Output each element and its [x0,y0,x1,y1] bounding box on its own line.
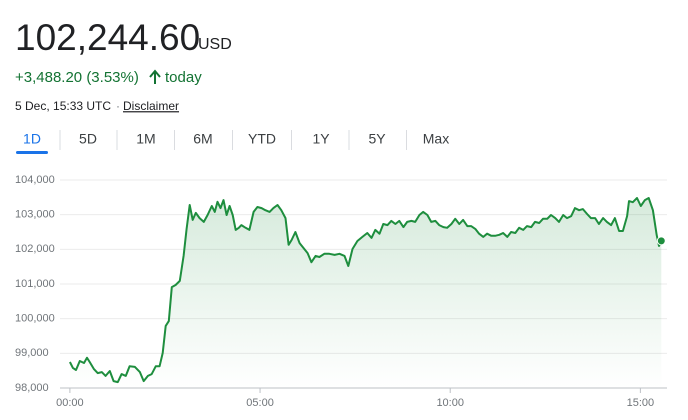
range-tab[interactable]: Max [423,131,449,147]
area-fill [69,198,662,388]
range-tab[interactable]: 5Y [368,131,386,147]
separator: · [116,99,120,113]
y-tick-label: 104,000 [15,174,55,186]
tab-underline [16,151,48,154]
range-tabs: 1D 5D 1M 6M YTD 1Y 5Y Max [16,130,449,154]
range-tab[interactable]: 5D [79,131,97,147]
y-tick-label: 100,000 [15,313,55,325]
plot: 98,000 99,000 100,000 101,000 102,000 103,000… [15,174,667,409]
current-point [656,236,666,246]
range-tab[interactable]: YTD [248,131,276,147]
price-line [69,197,663,384]
currency: USD [198,36,232,53]
range-tab[interactable]: 1M [136,131,155,147]
range-tab[interactable]: 1Y [312,131,330,147]
y-tick-label: 99,000 [15,347,49,359]
price: 102,244.60 [15,17,200,58]
period: today [165,69,202,86]
up-arrow [149,69,161,84]
y-tick-label: 102,000 [15,243,55,255]
timestamp: 5 Dec, 15:33 UTC [15,99,111,113]
y-tick-label: 101,000 [15,278,55,290]
x-tick-label: 00:00 [56,397,84,409]
change: +3,488.20 (3.53%) [15,69,139,86]
x-tick-label: 05:00 [246,397,274,409]
x-tick-label: 15:00 [627,397,655,409]
x-tick-label: 10:00 [436,397,464,409]
y-tick-label: 103,000 [15,209,55,221]
y-tick-label: 98,000 [15,382,49,394]
range-tab[interactable]: 1D [23,131,41,147]
disclaimer-link[interactable]: Disclaimer [123,99,179,113]
range-tab[interactable]: 6M [193,131,212,147]
